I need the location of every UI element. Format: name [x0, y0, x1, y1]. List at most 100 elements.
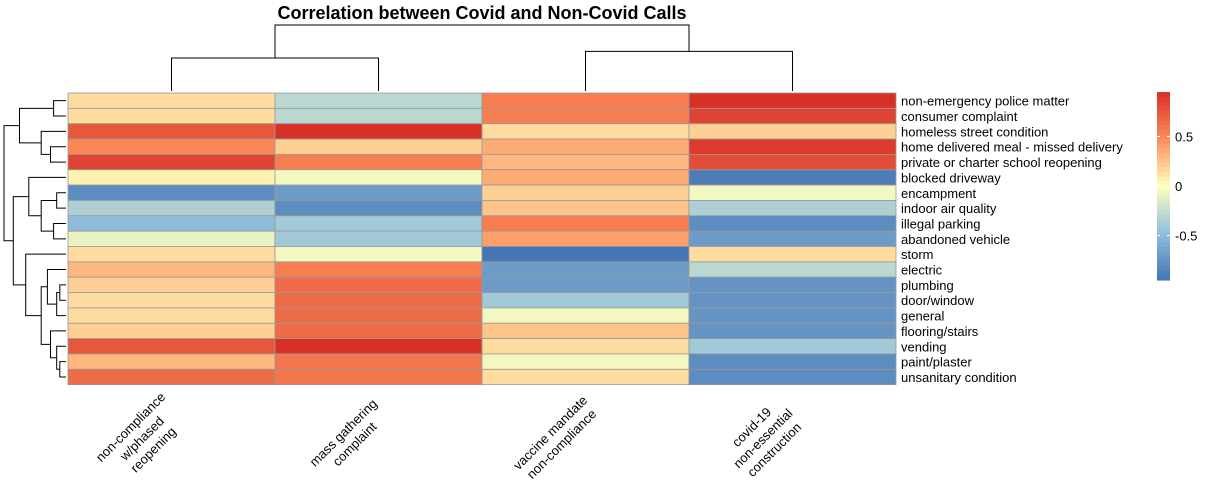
heatmap-cell [688, 246, 897, 263]
row-dendrogram-branch [28, 176, 66, 217]
heatmap-cell [688, 292, 897, 309]
heatmap-cell [274, 307, 483, 324]
row-label: paint/plaster [901, 355, 972, 370]
row-label: consumer complaint [901, 109, 1018, 124]
heatmap-cell [688, 184, 897, 201]
heatmap-cell [67, 184, 276, 201]
row-dendrogram-branch [53, 222, 66, 240]
heatmap-cell [481, 184, 690, 201]
row-label: homeless street condition [901, 124, 1048, 139]
heatmap-cell [67, 153, 276, 171]
row-dendrogram-branch [12, 196, 29, 286]
heatmap-cell [67, 92, 276, 109]
heatmap-cell [274, 169, 483, 186]
heatmap-cell [67, 138, 276, 155]
heatmap-cell [688, 322, 897, 340]
heatmap-cell [481, 307, 690, 324]
legend-swatch [1157, 190, 1170, 196]
row-dendrogram-branch [40, 199, 57, 232]
heatmap-cell [481, 276, 690, 293]
heatmap-cell [274, 246, 483, 263]
heatmap-cell [67, 215, 276, 232]
legend-swatch [1157, 218, 1170, 225]
heatmap-cell [481, 292, 690, 309]
heatmap-cell [481, 123, 690, 140]
legend-swatch [1157, 233, 1170, 239]
legend-swatch [1157, 200, 1170, 206]
heatmap-cell [481, 107, 690, 125]
heatmap-cell [67, 368, 276, 386]
heatmap-cell [481, 353, 690, 370]
heatmap-cell [481, 153, 690, 171]
heatmap-cell [274, 107, 483, 125]
legend-swatch [1157, 237, 1170, 243]
heatmap-cell [67, 338, 276, 355]
legend-swatch [1157, 261, 1170, 267]
heatmap-cell [688, 123, 897, 140]
row-dendrogram-branch [50, 330, 66, 359]
column-label: mass gatheringcomplaint [306, 396, 391, 481]
legend-swatch [1157, 171, 1170, 178]
row-label: indoor air quality [901, 201, 997, 216]
row-dendrogram-branch [53, 100, 66, 117]
heatmap-cell [688, 338, 897, 355]
heatmap-cell [688, 169, 897, 186]
heatmap-cell [274, 261, 483, 278]
row-label: private or charter school reopening [901, 155, 1102, 170]
heatmap-cell [274, 368, 483, 386]
heatmap-cell [688, 215, 897, 232]
legend-swatch [1157, 143, 1170, 149]
heatmap-cell [274, 138, 483, 155]
heatmap-cell [688, 276, 897, 293]
row-label: electric [901, 263, 943, 278]
legend-swatch [1157, 214, 1170, 220]
row-label: illegal parking [901, 216, 981, 231]
row-dendrogram-branch [56, 345, 66, 370]
heatmap-cell [481, 246, 690, 263]
legend-swatch [1157, 106, 1170, 112]
row-label: unsanitary condition [901, 370, 1017, 385]
row-dendrogram-branch [40, 130, 66, 155]
row-dendrogram-branch [40, 286, 51, 345]
row-dendrogram-branch [50, 146, 66, 163]
row-dendrogram-branch [3, 125, 20, 242]
heatmap-cell [67, 107, 276, 125]
legend-swatch [1157, 256, 1170, 262]
heatmap-cell [688, 307, 897, 324]
heatmap-cell [274, 92, 483, 109]
heatmap-cell [274, 353, 483, 370]
heatmap-cell [67, 307, 276, 324]
legend-swatch [1157, 129, 1170, 135]
legend-swatch [1157, 139, 1170, 145]
row-dendrogram-branch [59, 284, 66, 301]
heatmap-cell [274, 153, 483, 171]
legend-swatch [1157, 148, 1170, 154]
legend-swatch [1157, 101, 1170, 107]
row-label: plumbing [901, 278, 954, 293]
heatmap-cell [481, 261, 690, 278]
row-dendrogram-branch [59, 361, 66, 378]
legend-swatch [1157, 120, 1170, 126]
heatmap-cell [481, 368, 690, 386]
heatmap-cell [67, 200, 276, 217]
column-label: vaccine mandatenon-compliance [510, 393, 601, 484]
heatmap-cell [274, 123, 483, 140]
legend-tick-label: 0 [1175, 179, 1182, 194]
legend-swatch [1157, 181, 1170, 187]
heatmap-cell [481, 338, 690, 355]
heatmap-cell [688, 107, 897, 125]
heatmap-cell [67, 276, 276, 293]
heatmap-cell [481, 322, 690, 340]
heatmap-cell [688, 230, 897, 247]
column-dendrogram-branch [585, 50, 793, 91]
heatmap-cell [67, 169, 276, 186]
heatmap-cell [274, 338, 483, 355]
row-label: home delivered meal - missed delivery [901, 140, 1123, 155]
row-label: blocked driveway [901, 170, 1001, 185]
heatmap-cell [67, 123, 276, 140]
heatmap-cell [481, 215, 690, 232]
heatmap-cell [688, 353, 897, 370]
heatmap-cell [274, 322, 483, 340]
heatmap-cell [67, 261, 276, 278]
